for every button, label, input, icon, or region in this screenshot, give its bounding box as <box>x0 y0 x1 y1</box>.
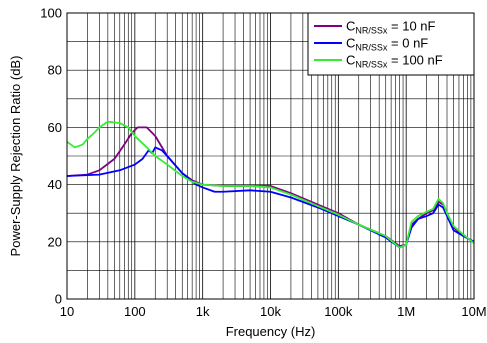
x-axis-title: Frequency (Hz) <box>226 324 316 339</box>
legend-label-1: CNR/SSx = 10 nF <box>346 19 436 36</box>
series-lines <box>66 120 475 249</box>
y-tick-labels: 0 20 40 60 80 100 <box>40 6 62 307</box>
x-tick-label: 10k <box>260 304 281 319</box>
series-line-3 <box>66 120 475 249</box>
x-tick-label: 1M <box>397 304 415 319</box>
grid <box>66 12 474 300</box>
x-tick-label: 10M <box>461 304 486 319</box>
x-tick-labels: 10 100 1k 10k 100k 1M 10M <box>60 304 487 319</box>
y-tick-label: 100 <box>40 6 62 21</box>
x-tick-label: 100 <box>124 304 146 319</box>
legend-label-3: CNR/SSx = 100 nF <box>346 53 443 70</box>
x-tick-label: 100k <box>324 304 353 319</box>
y-tick-label: 60 <box>48 120 62 135</box>
plot-frame <box>66 12 475 300</box>
y-tick-label: 0 <box>55 292 62 307</box>
x-tick-label: 1k <box>196 304 210 319</box>
series-line-1 <box>66 126 475 247</box>
y-tick-label: 20 <box>48 234 62 249</box>
y-tick-label: 40 <box>48 177 62 192</box>
y-axis-title: Power-Supply Rejection Ratio (dB) <box>8 56 23 257</box>
legend-label-2: CNR/SSx = 0 nF <box>346 36 428 53</box>
x-tick-label: 10 <box>60 304 74 319</box>
y-tick-label: 80 <box>48 63 62 78</box>
